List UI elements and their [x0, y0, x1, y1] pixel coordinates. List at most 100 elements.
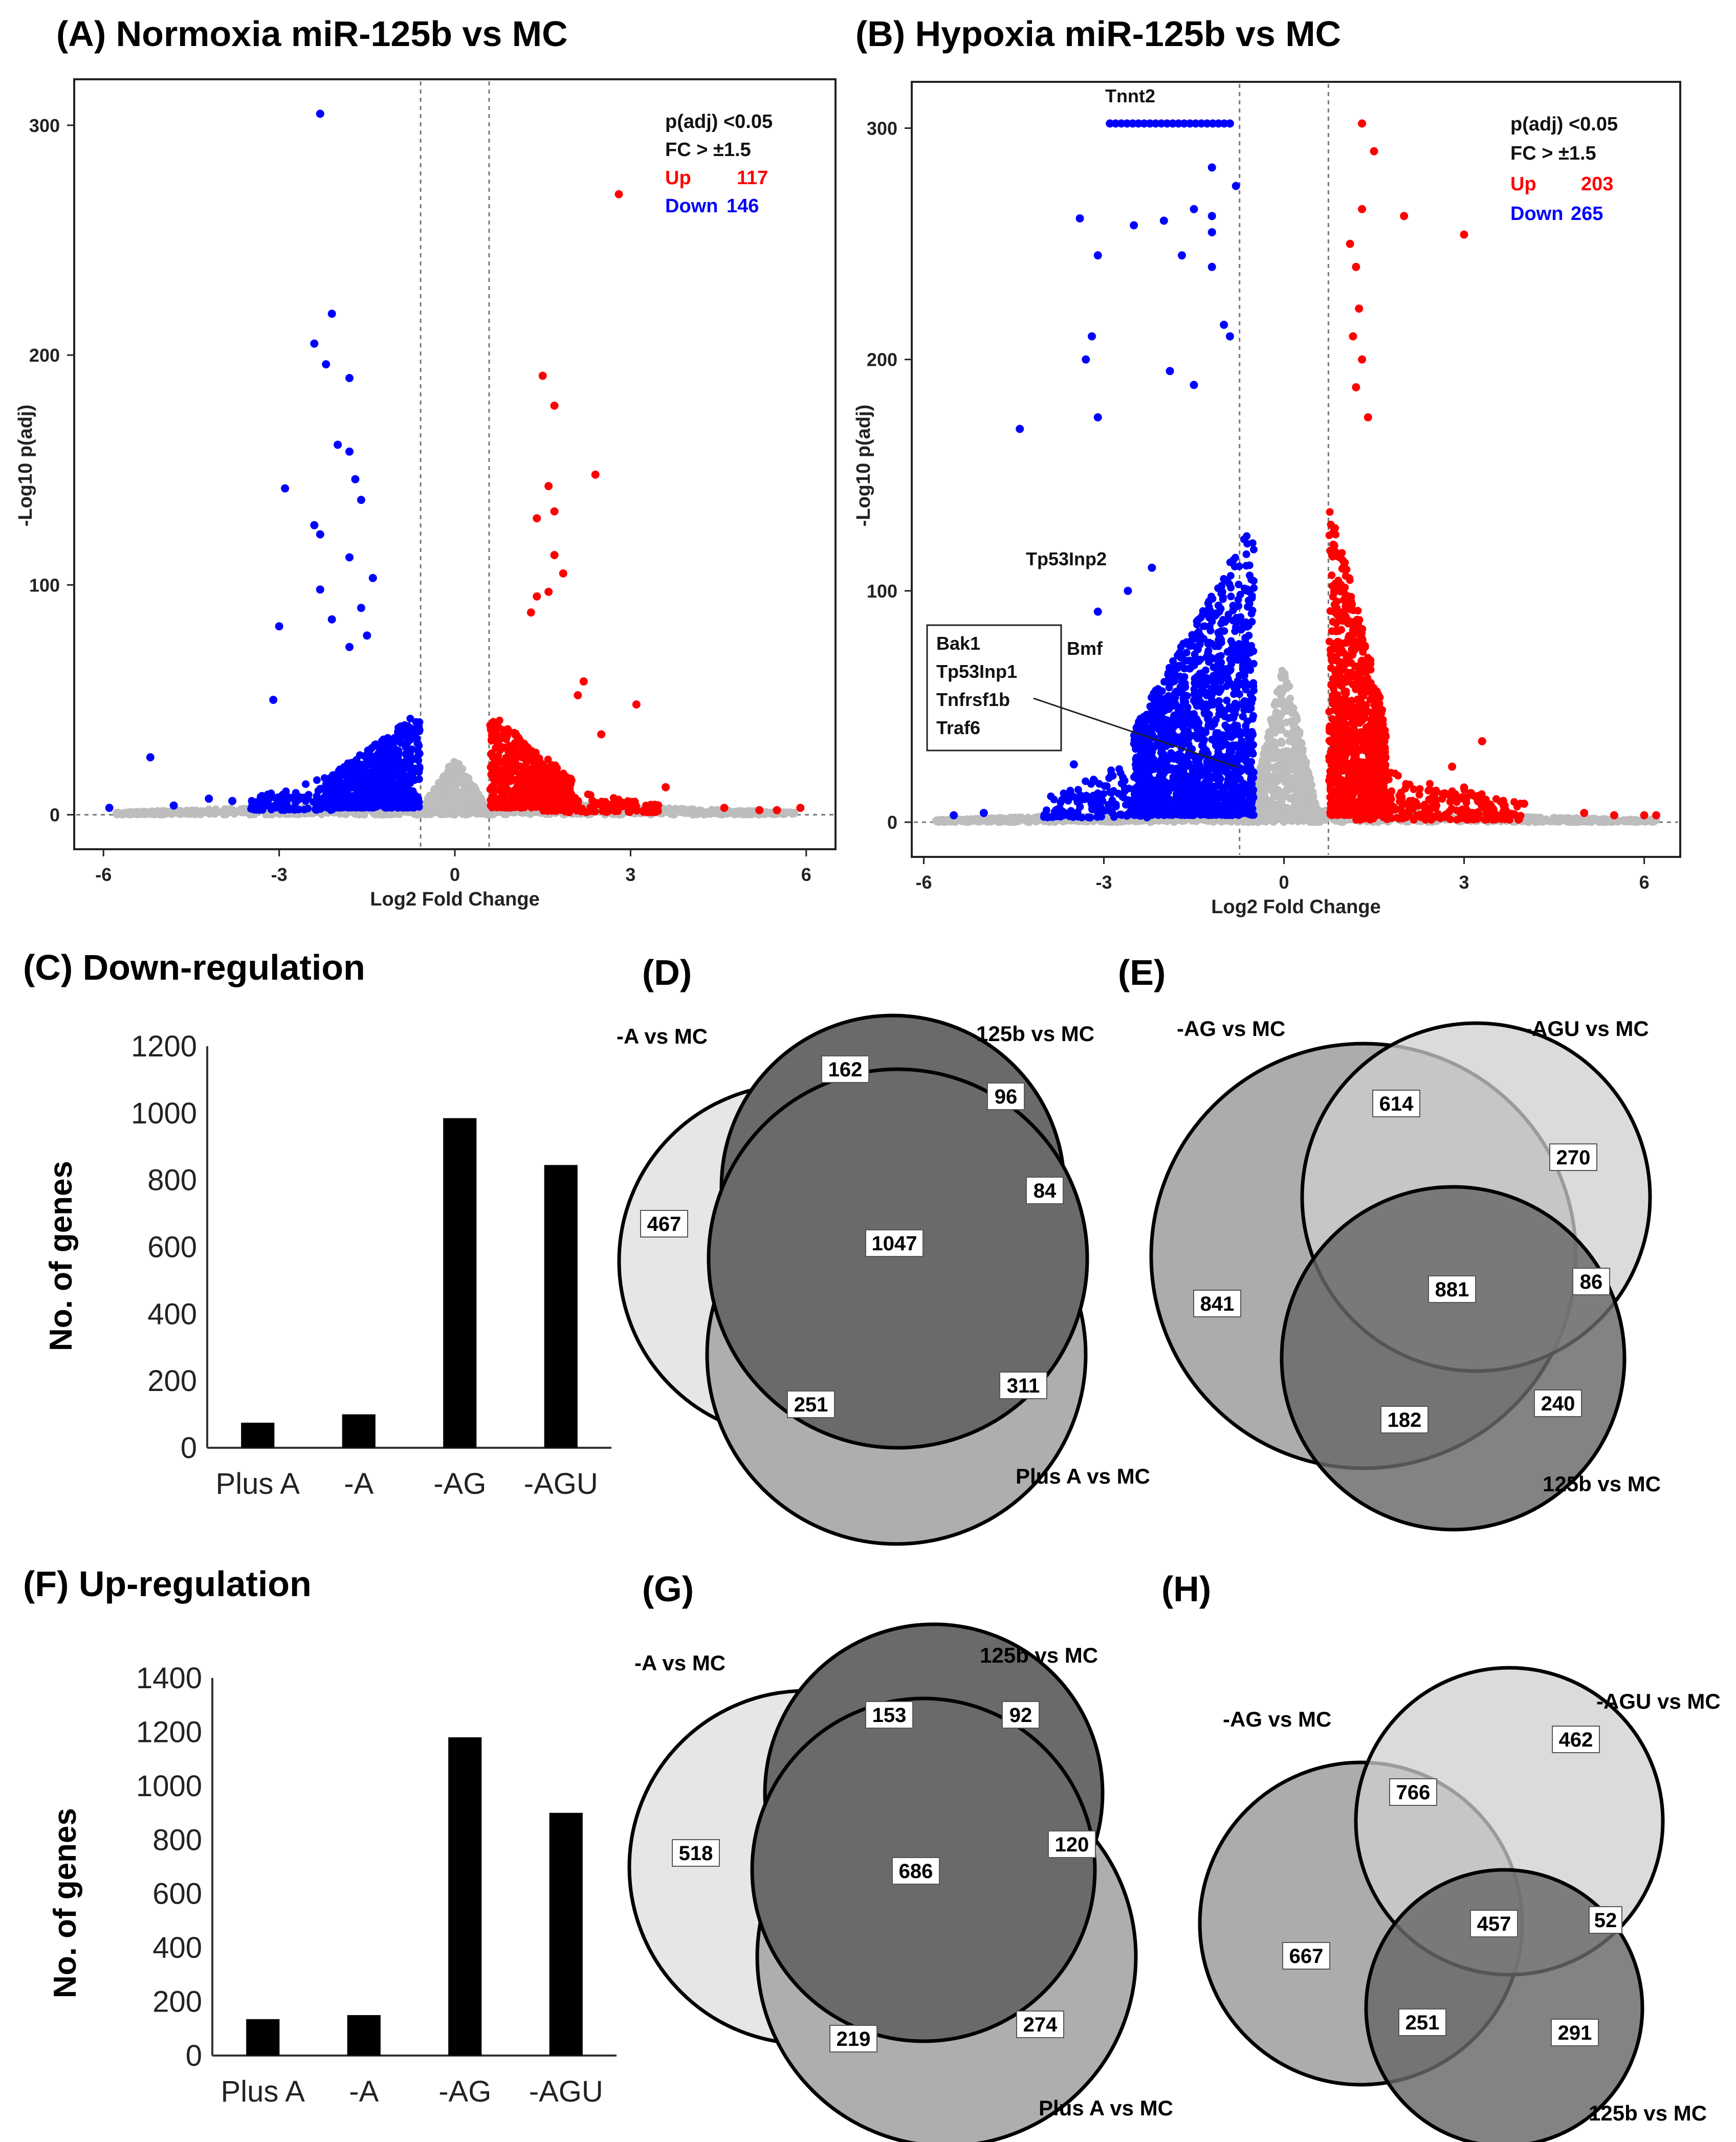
point-ns [1270, 765, 1279, 773]
point-ns [1277, 756, 1285, 764]
point-ns [336, 810, 344, 818]
point-ns [439, 774, 447, 782]
point-down [304, 794, 312, 803]
point-up [507, 756, 515, 764]
point-ns [450, 758, 458, 766]
point-ns [1277, 721, 1285, 729]
point-ns [440, 809, 448, 818]
point-down [334, 440, 342, 449]
point-down [359, 770, 367, 779]
point-ns [1285, 682, 1293, 690]
point-up [524, 743, 532, 752]
point-up [585, 807, 593, 815]
point-up [495, 774, 503, 782]
point-ns [1010, 817, 1018, 825]
point-up [535, 758, 543, 766]
point-ns [464, 807, 472, 815]
point-ns [940, 818, 948, 826]
point-down [340, 769, 348, 777]
point-up [574, 691, 582, 699]
point-down [356, 751, 364, 759]
point-ns [1542, 815, 1550, 823]
point-ns [1264, 812, 1272, 821]
point-down [372, 798, 380, 806]
point-down [407, 724, 415, 733]
point-ns [453, 793, 461, 801]
point-up [512, 792, 520, 800]
y-tick-label: 300 [29, 115, 60, 136]
point-down [331, 780, 339, 788]
point-down [283, 792, 292, 801]
point-ns [1262, 761, 1270, 769]
panel-b-title: (B) Hypoxia miR-125b vs MC [855, 14, 1341, 54]
point-ns [470, 800, 478, 808]
point-down [415, 768, 423, 776]
point-down [265, 802, 273, 810]
point-up [550, 401, 559, 410]
point-down [392, 799, 401, 807]
point-ns [1029, 816, 1038, 824]
point-ns [1289, 766, 1297, 774]
point-ns [1259, 774, 1267, 782]
point-ns [1276, 774, 1284, 782]
point-up [526, 608, 535, 617]
point-ns [1311, 801, 1320, 809]
point-down [392, 750, 401, 758]
point-ns [1301, 788, 1309, 797]
point-down [281, 484, 290, 493]
point-up [502, 768, 510, 777]
point-ns [1296, 798, 1305, 806]
point-down [383, 800, 391, 808]
point-ns [1268, 719, 1276, 727]
point-down [409, 787, 417, 795]
panel-a-legend-down-value: 146 [727, 195, 759, 217]
point-ns [1289, 704, 1298, 712]
point-up [632, 700, 641, 709]
panel-a-ylabel: -Log10 p(adj) [15, 405, 36, 527]
point-down [105, 804, 114, 812]
point-down [302, 780, 310, 788]
point-down [361, 796, 369, 804]
point-down [410, 804, 418, 812]
point-up [632, 802, 640, 810]
point-down [169, 801, 178, 810]
point-ns [453, 787, 462, 796]
point-ns [445, 763, 453, 771]
point-down [361, 764, 369, 772]
point-down [345, 553, 354, 562]
point-down [364, 746, 372, 755]
point-down [386, 747, 394, 755]
point-up [643, 805, 651, 813]
point-down [367, 780, 376, 788]
point-down [382, 754, 390, 762]
panel-a-legend-line1: p(adj) <0.05 [665, 111, 773, 133]
point-down [310, 521, 319, 529]
point-down [263, 790, 272, 799]
point-down [316, 109, 324, 118]
point-down [402, 740, 410, 748]
x-tick-label: 3 [625, 864, 635, 885]
point-up [488, 736, 495, 744]
x-tick-label: -3 [271, 864, 288, 885]
point-ns [1277, 700, 1285, 708]
point-up [519, 796, 527, 803]
point-ns [736, 810, 744, 818]
y-tick-label: 0 [50, 805, 60, 826]
point-down [354, 802, 362, 810]
point-ns [211, 807, 218, 815]
panel-a-legend-up-label: Up [665, 167, 691, 189]
point-ns [126, 810, 135, 819]
point-ns [1263, 741, 1271, 749]
point-ns [670, 806, 678, 814]
point-ns [188, 809, 196, 818]
point-ns [933, 816, 941, 824]
point-up [492, 759, 499, 767]
point-ns [447, 781, 455, 789]
point-up [491, 720, 499, 728]
point-ns [1569, 818, 1577, 826]
point-ns [1268, 778, 1276, 786]
point-down [1249, 545, 1258, 554]
point-down [404, 800, 412, 808]
point-down [400, 777, 408, 785]
